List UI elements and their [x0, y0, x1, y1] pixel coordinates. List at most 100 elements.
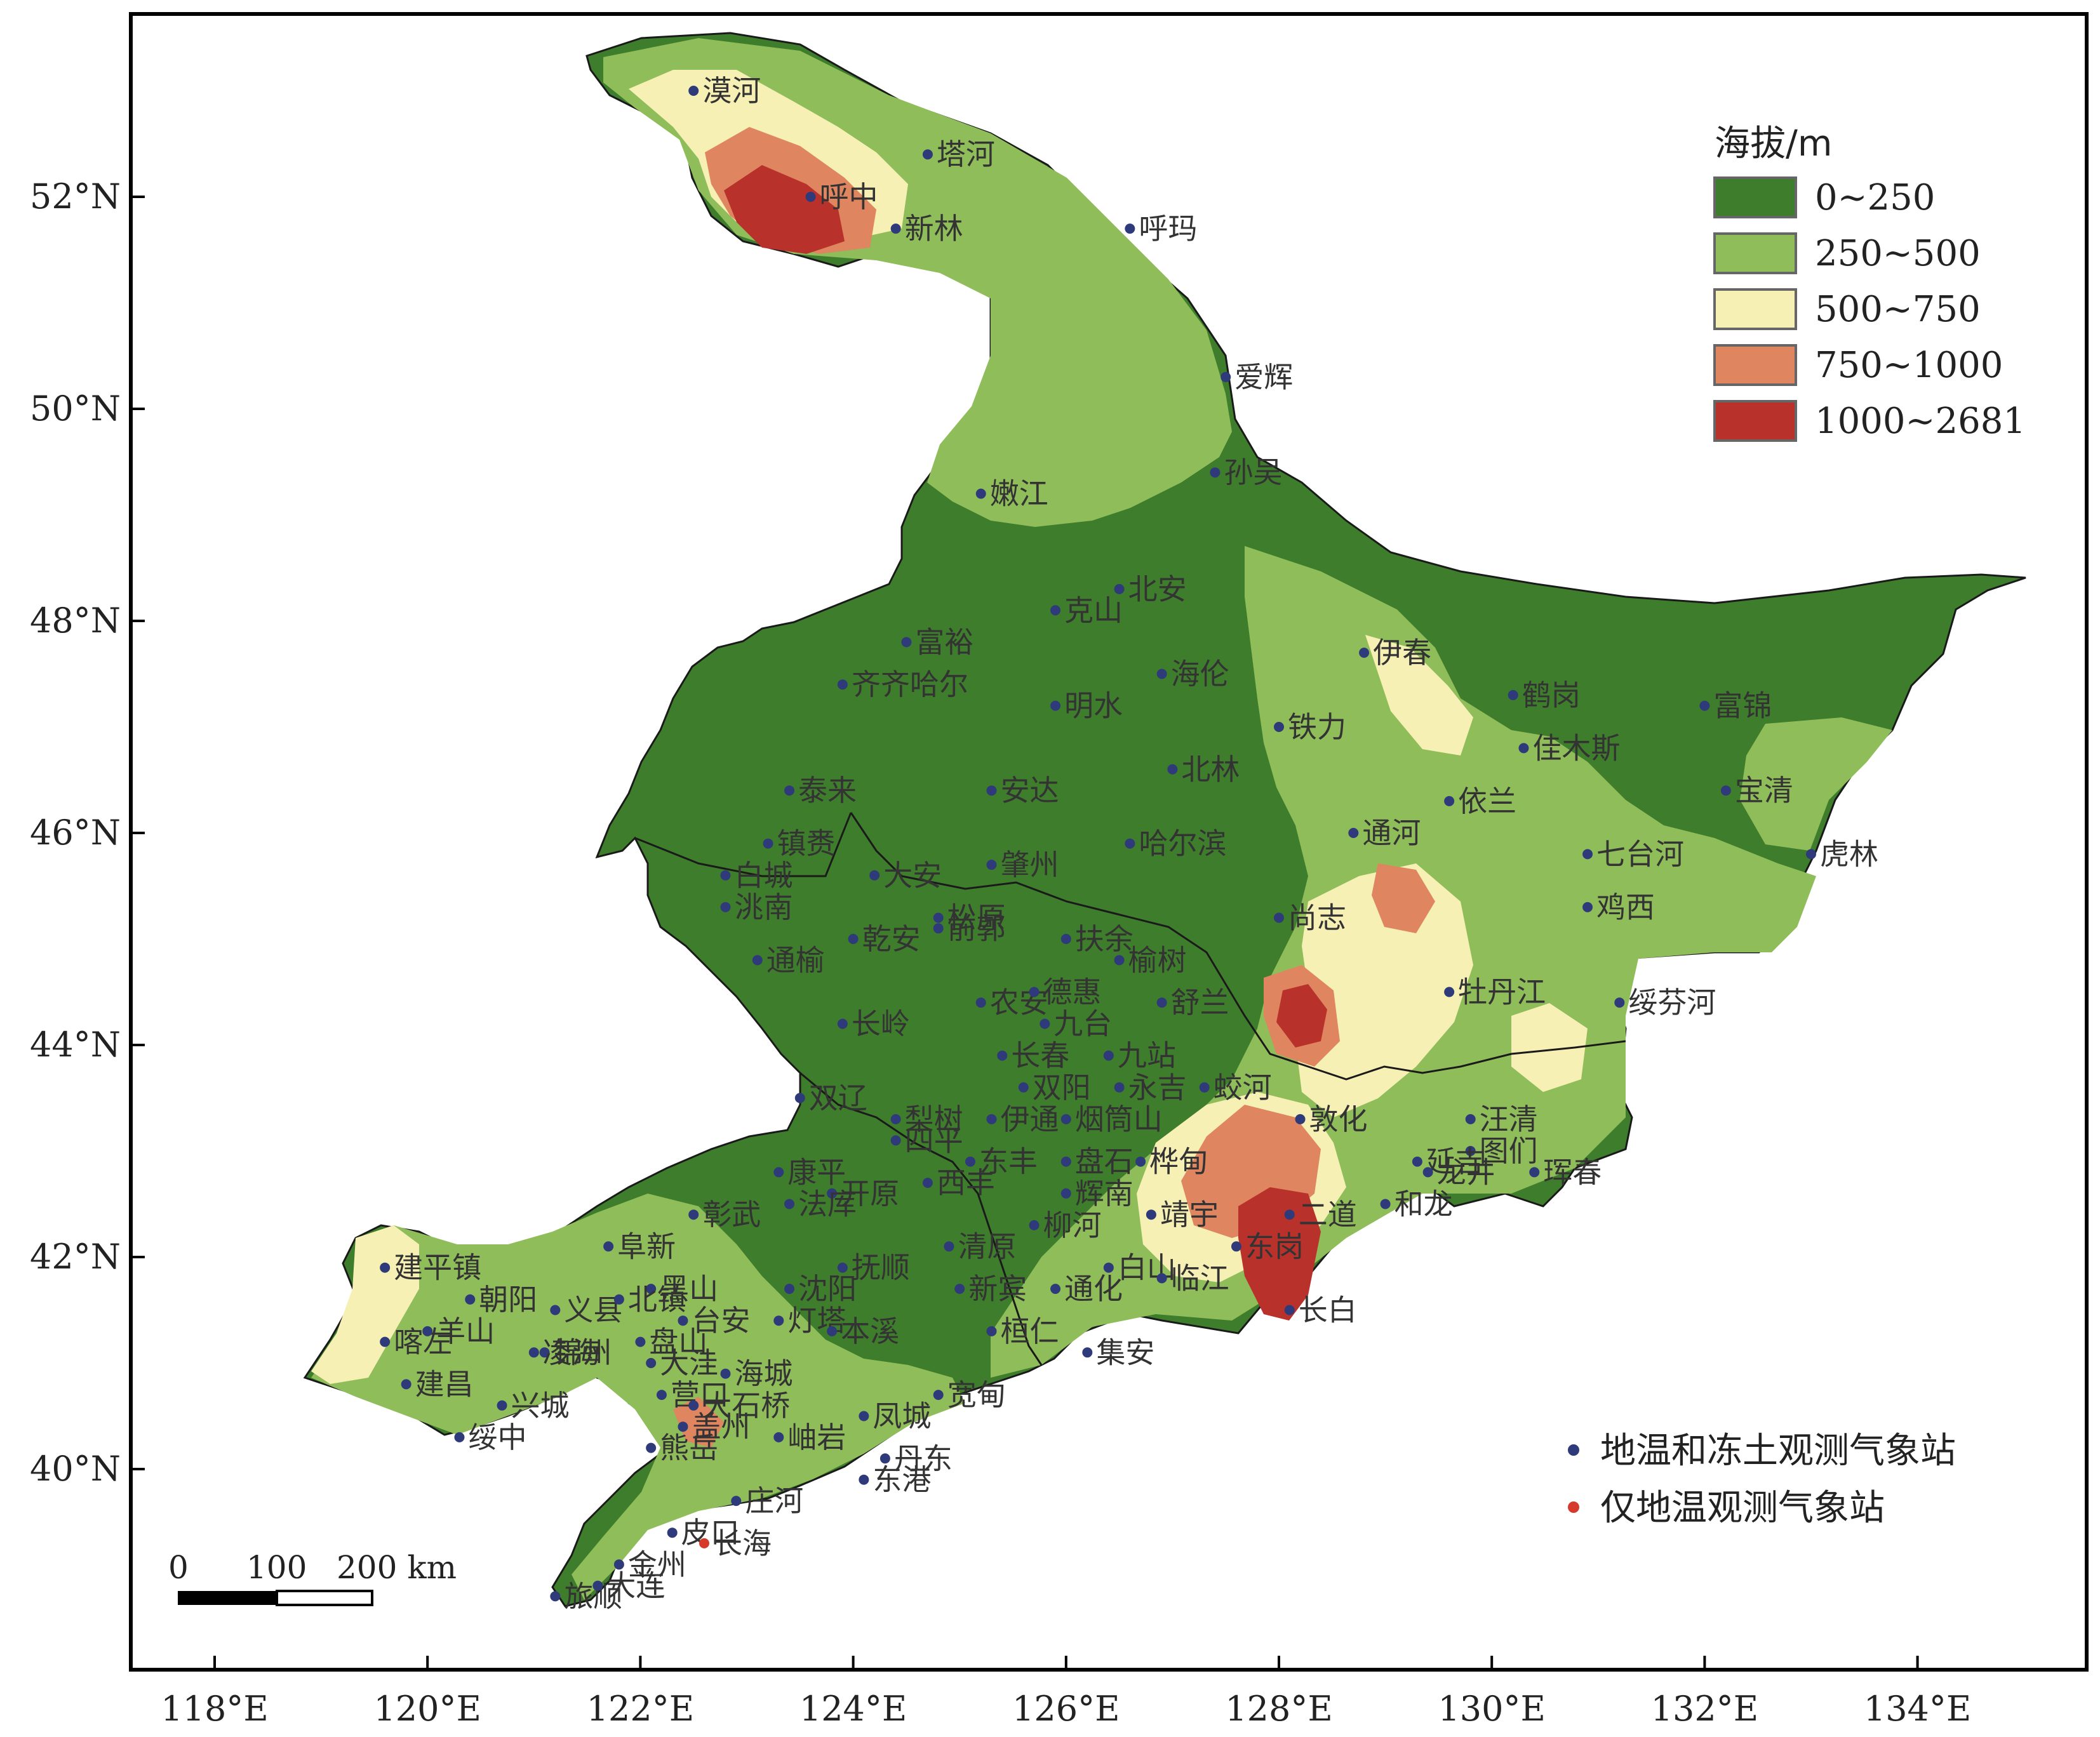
- station-label: 图们: [1480, 1134, 1538, 1168]
- region-mid: [311, 1225, 419, 1384]
- station-label: 洮南: [734, 890, 793, 924]
- station-label: 东港: [873, 1463, 931, 1497]
- elevation-legend: 海拔/m 0~250 250~500 500~750 750~1000 1000~268…: [1713, 123, 2026, 442]
- station-label: 龙井: [1437, 1155, 1495, 1189]
- station-label: 双辽: [809, 1081, 867, 1115]
- station-marker: [997, 1050, 1008, 1061]
- station-marker: [890, 1135, 901, 1146]
- station-label: 珲春: [1543, 1155, 1602, 1189]
- station-marker: [720, 902, 731, 912]
- station-marker: [1720, 785, 1731, 796]
- station-marker: [1050, 700, 1061, 711]
- station-marker: [890, 1114, 901, 1124]
- station-marker: [986, 1114, 997, 1124]
- station-label: 海伦: [1171, 657, 1229, 691]
- station-label: 大连: [606, 1569, 665, 1603]
- station-marker: [933, 1390, 944, 1401]
- station-marker: [720, 870, 731, 881]
- station-marker: [635, 1336, 646, 1347]
- station-label: 和龙: [1394, 1187, 1453, 1221]
- station-label: 伊通: [1000, 1102, 1059, 1136]
- station-legend: 地温和冻土观测气象站 仅地温观测气象站: [1568, 1430, 1956, 1529]
- province-boundary: [850, 812, 1626, 1081]
- station-marker: [944, 1241, 954, 1252]
- station-marker: [859, 1411, 869, 1421]
- legend-swatch: [1713, 344, 1797, 386]
- station-label: 铁力: [1288, 710, 1346, 744]
- station-label: 牡丹江: [1458, 975, 1546, 1009]
- y-tick-label: 42°N: [30, 1237, 121, 1277]
- station-label: 丹东: [894, 1441, 953, 1475]
- station-marker: [922, 149, 933, 160]
- station-label: 营口: [671, 1378, 729, 1412]
- station-label: 建昌: [415, 1367, 474, 1401]
- station-label: 清原: [958, 1229, 1016, 1263]
- station-label: 黑山: [660, 1272, 718, 1306]
- station-label: 盘山: [649, 1325, 707, 1359]
- region-high: [673, 1397, 724, 1447]
- x-tick-label: 124°E: [799, 1689, 907, 1729]
- station-marker: [465, 1294, 476, 1305]
- legend-swatch: [1713, 288, 1797, 330]
- station-marker: [1348, 828, 1359, 838]
- region-upland: [1740, 717, 1892, 851]
- station-marker: [1274, 912, 1284, 923]
- station-marker: [688, 1209, 699, 1220]
- station-label: 绥芬河: [1628, 985, 1716, 1020]
- station-marker: [859, 1474, 869, 1485]
- station-label: 靖宇: [1160, 1197, 1219, 1232]
- station-label: 西丰: [937, 1166, 995, 1200]
- station-marker: [1582, 902, 1593, 912]
- station-label: 二道: [1299, 1197, 1357, 1232]
- station-marker: [1284, 1305, 1295, 1315]
- station-marker: [550, 1591, 561, 1602]
- station-label: 双阳: [1033, 1070, 1091, 1105]
- station-marker: [422, 1326, 433, 1336]
- y-tick-label: 48°N: [30, 601, 121, 641]
- station-marker: [784, 1284, 795, 1294]
- station-label: 抚顺: [852, 1251, 910, 1285]
- station-marker: [550, 1305, 561, 1315]
- region-mid: [1365, 635, 1473, 755]
- station-label: 法库: [798, 1187, 857, 1221]
- station-marker: [1114, 955, 1125, 966]
- station-marker: [837, 1018, 848, 1029]
- scale-tick-200: 200 km: [337, 1549, 457, 1586]
- station-marker: [646, 1442, 657, 1453]
- station-marker: [986, 860, 997, 870]
- station-marker: [1060, 1188, 1071, 1199]
- legend-label: 250~500: [1815, 233, 1981, 274]
- scale-bar-black: [178, 1591, 277, 1605]
- station-marker: [1103, 1262, 1114, 1273]
- station-marker: [763, 838, 773, 849]
- station-marker: [1125, 223, 1135, 234]
- x-tick-label: 126°E: [1012, 1689, 1120, 1729]
- x-axis-ticks: 118°E 120°E 122°E 124°E 126°E 128°E 130°E 132°E…: [161, 1656, 1971, 1729]
- station-label: 朝阳: [479, 1282, 537, 1317]
- station-marker: [1295, 1114, 1306, 1124]
- station-label: 蛟河: [1214, 1070, 1272, 1105]
- station-marker: [784, 785, 795, 796]
- station-label: 义县: [564, 1293, 622, 1328]
- station-label: 通化: [1064, 1272, 1123, 1306]
- station-marker: [667, 1527, 678, 1538]
- station-marker: [613, 1559, 624, 1570]
- station-label: 宽甸: [947, 1378, 1006, 1412]
- station-marker: [1518, 743, 1529, 754]
- station-label: 皮口: [681, 1515, 740, 1550]
- station-marker: [975, 997, 986, 1008]
- station-marker: [1146, 1209, 1156, 1220]
- region-highest: [1276, 984, 1327, 1048]
- station-label: 延吉: [1426, 1145, 1485, 1179]
- region-highest: [724, 165, 845, 254]
- station-label: 建平镇: [394, 1251, 481, 1285]
- station-marker: [1210, 467, 1221, 478]
- station-label: 松原: [947, 901, 1006, 935]
- station-label: 东丰: [979, 1145, 1038, 1179]
- legend-swatch: [1713, 400, 1797, 442]
- station-marker: [1380, 1199, 1391, 1209]
- station-marker: [933, 912, 944, 923]
- station-label: 庄河: [745, 1484, 803, 1518]
- station-marker: [954, 1284, 965, 1294]
- station-marker: [1465, 1146, 1476, 1156]
